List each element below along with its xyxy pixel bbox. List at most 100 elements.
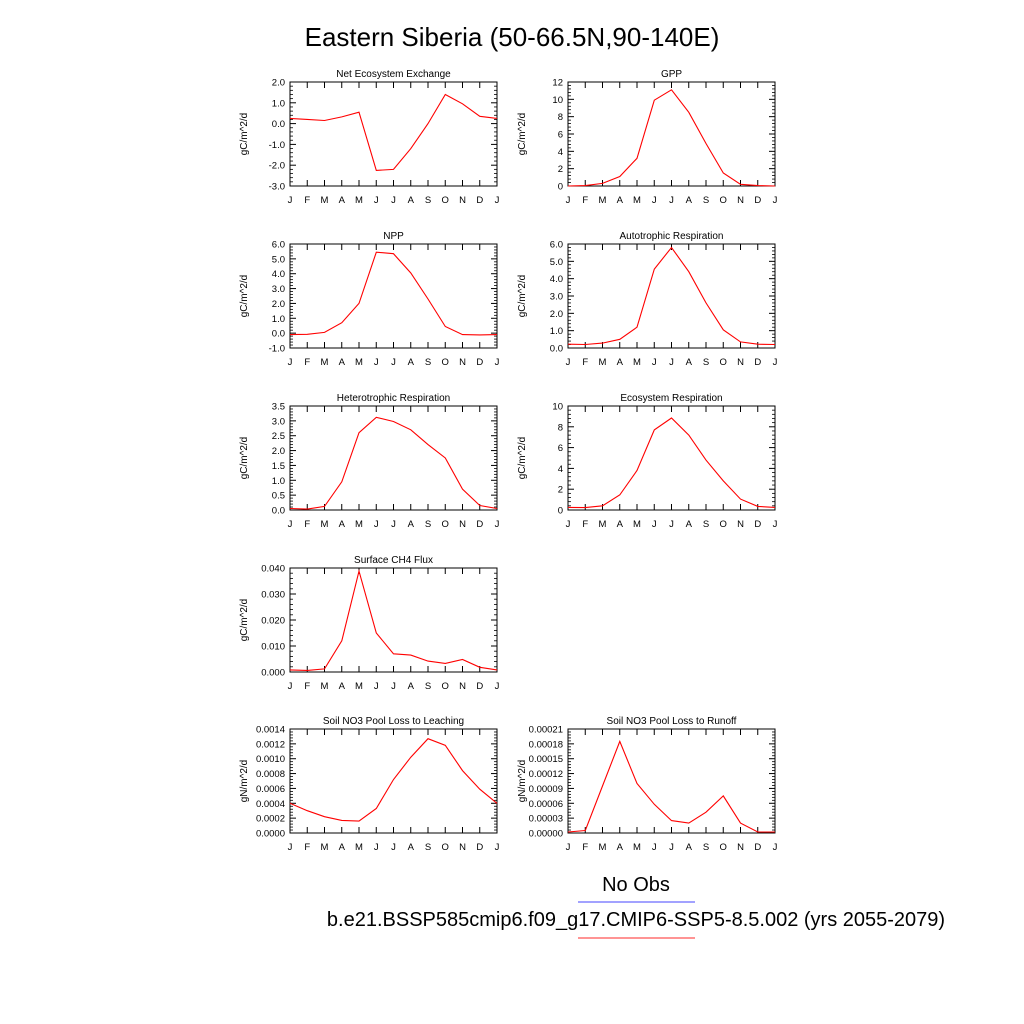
x-tick-label: J xyxy=(391,842,396,853)
x-tick-label: S xyxy=(425,842,431,853)
x-tick-label: F xyxy=(582,842,588,853)
legend: No Obs b.e21.BSSP585cmip6.f09_g17.CMIP6-… xyxy=(327,874,945,939)
x-tick-label: D xyxy=(754,195,761,206)
y-axis-label: gN/m^2/d xyxy=(517,760,528,803)
y-tick-label: 0.000 xyxy=(261,668,285,679)
x-tick-label: F xyxy=(304,519,310,530)
y-tick-label: 0.030 xyxy=(261,590,285,601)
y-tick-label: 6.0 xyxy=(550,240,563,251)
series-line xyxy=(567,417,776,509)
panel-title: NPP xyxy=(383,231,404,242)
x-tick-label: J xyxy=(288,195,293,206)
y-tick-label: 8 xyxy=(558,422,563,433)
x-tick-label: J xyxy=(495,195,500,206)
y-tick-label: 0.0012 xyxy=(256,739,285,750)
x-tick-label: S xyxy=(425,519,431,530)
plot-frame xyxy=(289,567,498,673)
x-tick-label: A xyxy=(686,195,693,206)
x-tick-label: N xyxy=(459,842,466,853)
y-tick-label: 4.0 xyxy=(272,269,285,280)
y-axis-label: gC/m^2/d xyxy=(239,437,250,480)
x-tick-label: J xyxy=(374,195,379,206)
y-tick-label: 0 xyxy=(558,506,563,517)
x-tick-label: J xyxy=(669,842,674,853)
y-tick-label: 1.0 xyxy=(272,476,285,487)
y-tick-label: 0.00021 xyxy=(529,725,563,736)
y-tick-label: -3.0 xyxy=(269,182,285,193)
series-line xyxy=(567,739,775,833)
y-tick-label: -1.0 xyxy=(269,140,285,151)
x-tick-label: J xyxy=(669,519,674,530)
series-line xyxy=(289,251,498,336)
y-tick-label: 3.5 xyxy=(272,402,285,413)
x-tick-label: A xyxy=(617,357,624,368)
y-tick-label: 0.0002 xyxy=(256,814,285,825)
x-tick-label: J xyxy=(652,195,657,206)
y-tick-label: 1.0 xyxy=(272,314,285,325)
x-tick-label: J xyxy=(773,195,778,206)
series-line xyxy=(289,568,498,671)
y-tick-label: 2.0 xyxy=(272,446,285,457)
x-tick-label: M xyxy=(599,842,607,853)
x-tick-label: J xyxy=(391,681,396,692)
x-tick-label: J xyxy=(652,519,657,530)
panel-8: Soil NO3 Pool Loss to Leaching gN/m^2/d 0.… xyxy=(239,716,500,853)
x-tick-label: J xyxy=(374,842,379,853)
x-tick-label: M xyxy=(633,842,641,853)
x-tick-label: A xyxy=(339,519,346,530)
panel-4: Autotrophic Respiration gC/m^2/d 0.0 1.0 2.0… xyxy=(517,231,778,368)
y-tick-label: 5.0 xyxy=(272,254,285,265)
x-tick-label: O xyxy=(442,681,449,692)
x-tick-label: D xyxy=(476,357,483,368)
x-tick-label: N xyxy=(737,842,744,853)
plot-frame xyxy=(289,81,498,187)
x-tick-label: J xyxy=(495,681,500,692)
x-tick-label: D xyxy=(476,195,483,206)
x-tick-label: F xyxy=(582,195,588,206)
x-tick-label: J xyxy=(374,681,379,692)
y-tick-label: 0.0000 xyxy=(256,829,285,840)
panel-5: Heterotrophic Respiration gC/m^2/d 0.0 0.5 1… xyxy=(239,393,500,530)
x-tick-label: F xyxy=(304,842,310,853)
y-tick-label: -1.0 xyxy=(269,344,285,355)
y-tick-label: 0.5 xyxy=(272,491,285,502)
x-tick-label: J xyxy=(495,842,500,853)
y-tick-label: 3.0 xyxy=(272,416,285,427)
x-tick-label: M xyxy=(633,519,641,530)
x-tick-label: A xyxy=(686,842,693,853)
y-tick-label: 0.020 xyxy=(261,616,285,627)
panel-title: Soil NO3 Pool Loss to Leaching xyxy=(323,716,464,727)
y-tick-label: 6 xyxy=(558,130,563,141)
series-line xyxy=(289,416,498,510)
y-tick-label: 12 xyxy=(552,78,563,89)
series-line xyxy=(289,93,498,171)
x-tick-label: J xyxy=(773,357,778,368)
y-tick-label: 0.00015 xyxy=(529,754,563,765)
series-line xyxy=(567,89,776,187)
x-tick-label: M xyxy=(633,357,641,368)
x-tick-label: N xyxy=(459,357,466,368)
x-tick-label: J xyxy=(669,357,674,368)
x-tick-label: J xyxy=(652,842,657,853)
x-tick-label: F xyxy=(304,681,310,692)
x-tick-label: J xyxy=(652,357,657,368)
x-tick-label: M xyxy=(355,357,363,368)
y-tick-label: 0.00003 xyxy=(529,814,563,825)
panels-group: Net Ecosystem Exchange gC/m^2/d -3.0 -2.0 -1… xyxy=(239,69,778,853)
y-tick-label: 0.00012 xyxy=(529,769,563,780)
series-line xyxy=(289,738,498,822)
x-tick-label: J xyxy=(669,195,674,206)
x-tick-label: J xyxy=(288,357,293,368)
x-tick-label: N xyxy=(459,519,466,530)
y-tick-label: 1.0 xyxy=(272,98,285,109)
x-tick-label: S xyxy=(703,195,709,206)
y-axis-label: gC/m^2/d xyxy=(239,599,250,642)
y-tick-label: 2.0 xyxy=(272,299,285,310)
y-tick-label: 10 xyxy=(552,402,563,413)
plot-frame xyxy=(567,728,776,834)
x-tick-label: D xyxy=(754,519,761,530)
y-tick-label: -2.0 xyxy=(269,161,285,172)
x-tick-label: N xyxy=(459,681,466,692)
